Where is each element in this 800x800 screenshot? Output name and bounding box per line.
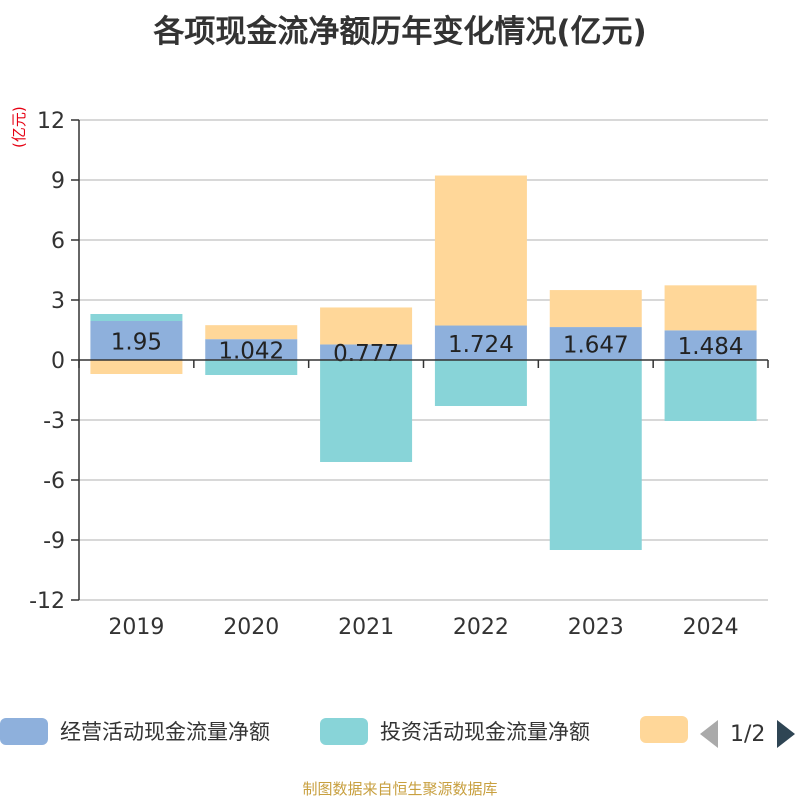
bar-investing-2024	[664, 360, 757, 421]
legend-item-investing[interactable]: 投资活动现金流量净额	[320, 716, 590, 746]
y-tick-label: 0	[51, 349, 65, 374]
bar-financing-2023	[549, 290, 642, 328]
y-tick-label: -12	[29, 589, 65, 614]
bar-investing-2023	[549, 360, 642, 550]
bar-financing-2024	[664, 285, 757, 331]
bar-operating-2022	[434, 325, 527, 360]
bar-operating-2020	[205, 339, 298, 360]
bar-financing-2022	[434, 175, 527, 326]
bar-operating-2024	[664, 330, 757, 360]
legend: 经营活动现金流量净额 投资活动现金流量净额 1/2	[0, 716, 800, 752]
x-tick-label: 2024	[683, 615, 739, 640]
bar-investing-2019	[90, 314, 183, 321]
y-tick-label: 12	[37, 109, 65, 134]
legend-label-operating: 经营活动现金流量净额	[60, 720, 270, 744]
bar-operating-2021	[320, 344, 413, 360]
data-label: 1.724	[448, 332, 514, 358]
bar-investing-2022	[434, 360, 527, 406]
legend-swatch-operating	[0, 717, 48, 745]
bar-operating-2019	[90, 321, 183, 360]
legend-pager: 1/2	[700, 716, 796, 752]
chart-title: 各项现金流净额历年变化情况(亿元)	[153, 14, 647, 50]
y-tick-label: 9	[51, 169, 65, 194]
x-tick-label: 2019	[108, 615, 164, 640]
data-label: 0.777	[333, 341, 399, 367]
legend-prev-icon[interactable]	[700, 720, 718, 748]
x-tick-label: 2022	[453, 615, 509, 640]
legend-next-icon[interactable]	[777, 720, 796, 748]
x-tick-label: 2023	[568, 615, 624, 640]
x-tick-label: 2021	[338, 615, 394, 640]
y-tick-label: 6	[51, 229, 65, 254]
data-label: 1.95	[111, 330, 162, 356]
x-tick-label: 2020	[223, 615, 279, 640]
legend-label-investing: 投资活动现金流量净额	[380, 720, 590, 744]
data-source: 制图数据来自恒生聚源数据库	[302, 780, 498, 798]
legend-item-financing[interactable]	[640, 716, 688, 743]
data-label: 1.484	[678, 334, 744, 360]
bar-investing-2021	[320, 360, 413, 462]
y-tick-label: 3	[51, 289, 65, 314]
legend-item-operating[interactable]: 经营活动现金流量净额	[0, 716, 270, 746]
bar-financing-2019	[90, 360, 183, 374]
legend-page-indicator: 1/2	[730, 721, 766, 747]
y-tick-label: -6	[43, 469, 65, 494]
legend-swatch-investing	[320, 717, 368, 745]
y-tick-label: -9	[43, 529, 65, 554]
y-tick-label: -3	[43, 409, 65, 434]
bar-financing-2020	[205, 325, 298, 340]
data-label: 1.647	[563, 333, 629, 359]
legend-swatch-financing	[640, 716, 688, 743]
bar-financing-2021	[320, 307, 413, 345]
bar-operating-2023	[549, 327, 642, 360]
bar-investing-2020	[205, 360, 298, 375]
